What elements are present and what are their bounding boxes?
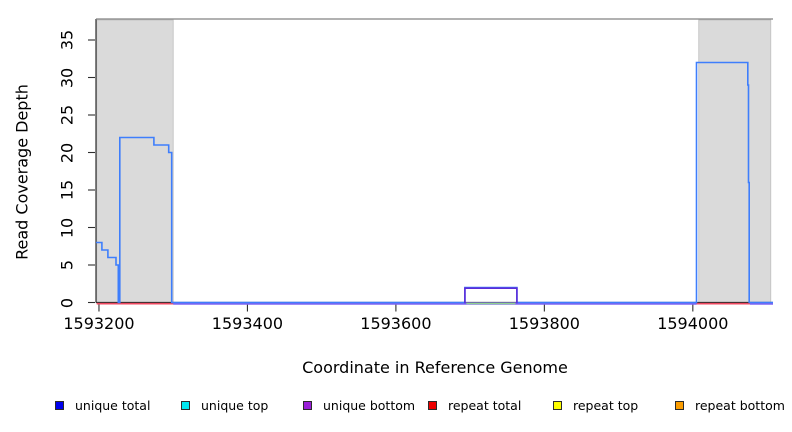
- legend-item-repeat-bottom: repeat bottom: [675, 397, 785, 413]
- legend-item-unique-total: unique total: [55, 397, 150, 413]
- x-tick-label: 1593400: [211, 314, 284, 333]
- y-tick-label: 35: [57, 29, 77, 51]
- legend-swatch-unique-top: [181, 400, 190, 410]
- x-tick-label: 1593200: [63, 314, 135, 333]
- legend-item-unique-top: unique top: [181, 397, 268, 413]
- x-tick-label: 1593600: [360, 314, 432, 333]
- legend-label-repeat-bottom: repeat bottom: [695, 397, 785, 413]
- y-tick-label: 15: [57, 179, 77, 201]
- legend-label-unique-bottom: unique bottom: [323, 397, 416, 413]
- x-axis-title: Coordinate in Reference Genome: [302, 358, 568, 377]
- unique-total-line: [96, 61, 773, 304]
- y-tick-label: 5: [57, 259, 77, 271]
- legend-item-repeat-top: repeat top: [553, 397, 638, 413]
- repeat-region-left: [96, 19, 174, 303]
- unique-bottom-bump: [464, 287, 518, 304]
- legend-label-repeat-top: repeat top: [573, 397, 639, 413]
- legend-swatch-repeat-bottom: [675, 400, 684, 410]
- y-axis-title: Read Coverage Depth: [12, 84, 32, 260]
- legend-label-repeat-total: repeat total: [448, 397, 522, 413]
- x-tick-label: 1593800: [508, 314, 580, 333]
- legend-label-unique-total: unique total: [75, 397, 151, 413]
- y-tick-label: 10: [57, 217, 77, 238]
- legend-swatch-repeat-total: [428, 400, 437, 410]
- y-tick-label: 0: [57, 297, 77, 308]
- legend-item-unique-bottom: unique bottom: [303, 397, 415, 413]
- y-tick-label: 25: [57, 104, 77, 126]
- legend-label-unique-top: unique top: [201, 397, 269, 413]
- repeat-region-right: [698, 19, 772, 303]
- legend-swatch-unique-bottom: [303, 400, 312, 410]
- y-tick-label: 30: [57, 67, 77, 88]
- legend-swatch-unique-total: [55, 400, 64, 410]
- x-tick-label: 1594000: [657, 314, 729, 333]
- legend-swatch-repeat-top: [553, 400, 562, 410]
- y-tick-label: 20: [57, 142, 77, 163]
- legend-item-repeat-total: repeat total: [428, 397, 521, 413]
